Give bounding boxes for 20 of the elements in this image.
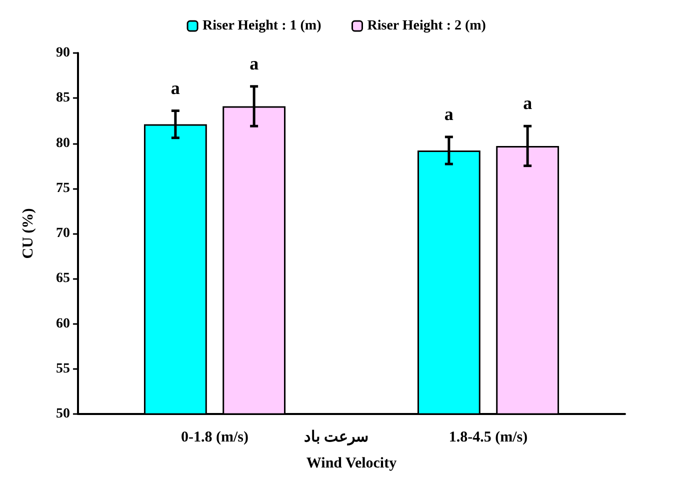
data-label: a [250, 53, 259, 74]
y-axis-title: CU (%) [20, 208, 36, 259]
y-tick-label: 70 [56, 226, 70, 241]
x-axis-title: Wind Velocity [306, 456, 398, 472]
y-tick-label: 80 [56, 136, 70, 151]
y-tick-label: 55 [56, 361, 70, 376]
y-tick-label: 50 [56, 406, 70, 422]
y-tick-label: 90 [56, 46, 70, 60]
y-tick-label: 65 [56, 271, 70, 286]
y-tick-label: 60 [56, 316, 70, 332]
data-label: a [444, 104, 454, 124]
y-tick-label: 75 [56, 180, 70, 196]
x-tick-label: 0-1.8 (m/s) [181, 430, 248, 446]
data-label: a [523, 93, 532, 114]
legend-label: Riser Height : 1 (m) [202, 18, 322, 34]
y-tick-label: 85 [56, 90, 70, 106]
data-label: a [170, 78, 180, 98]
text: سرعت باد [304, 430, 369, 446]
x-tick-label: 1.8-4.5 (m/s) [448, 430, 528, 446]
legend-label: Riser Height : 2 (m) [367, 18, 486, 34]
